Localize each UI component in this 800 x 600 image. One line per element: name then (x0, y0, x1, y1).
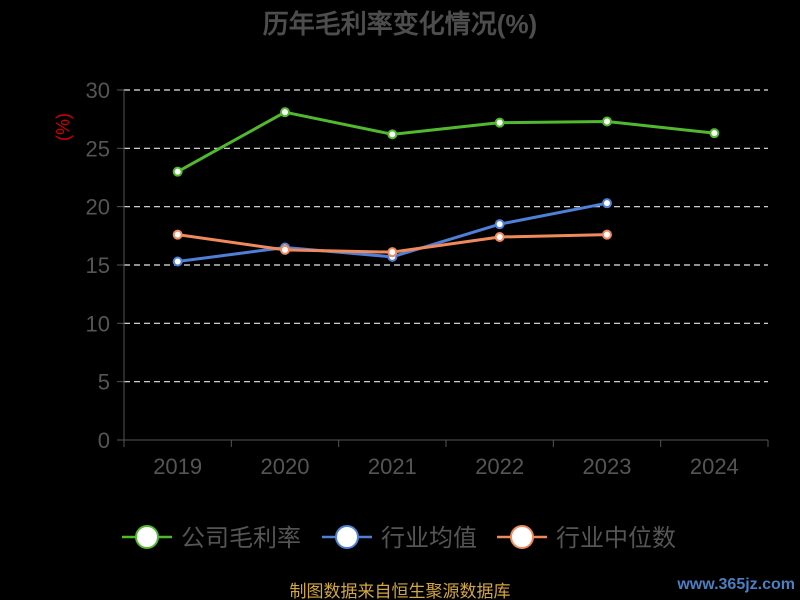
grid-lines (124, 89, 768, 383)
data-point[interactable] (172, 166, 183, 177)
series-3 (172, 229, 612, 258)
legend-marker (335, 525, 359, 549)
data-point[interactable] (709, 128, 720, 139)
axes: 0 5 10 15 20 25 30 2019 2020 2021 2022 2023 2024 (86, 78, 769, 479)
y-tick-label: 20 (86, 195, 110, 220)
legend-marker (510, 525, 534, 549)
y-tick-label: 30 (86, 78, 110, 103)
site-watermark: www.365jz.com (676, 576, 795, 593)
legend-item[interactable]: 公司毛利率 (122, 525, 301, 552)
data-point[interactable] (602, 116, 612, 127)
y-tick-label: 5 (98, 370, 110, 395)
data-point[interactable] (602, 229, 612, 240)
legend-label: 公司毛利率 (181, 525, 301, 552)
data-point[interactable] (494, 232, 505, 242)
y-tick-label: 25 (86, 136, 110, 161)
x-tick-label: 2023 (583, 454, 632, 479)
legend: 公司毛利率 行业均值 行业中位数 (122, 525, 676, 552)
data-point[interactable] (494, 219, 505, 230)
data-source-note: 制图数据来自恒生聚源数据库 (290, 582, 511, 600)
series-1 (172, 107, 720, 177)
legend-item[interactable]: 行业均值 (322, 525, 477, 552)
x-tick-label: 2019 (153, 454, 202, 479)
y-tick-label: 15 (86, 253, 110, 278)
x-tick-label: 2022 (475, 454, 524, 479)
series-layer (172, 107, 720, 267)
y-axis-label: (%) (53, 113, 73, 141)
data-point[interactable] (172, 256, 183, 267)
legend-label: 行业中位数 (556, 525, 676, 552)
x-tick-label: 2024 (690, 454, 739, 479)
data-point[interactable] (280, 244, 290, 255)
data-point[interactable] (172, 229, 183, 240)
legend-label: 行业均值 (381, 525, 477, 552)
x-tick-label: 2021 (368, 454, 417, 479)
y-tick-label: 10 (86, 311, 110, 336)
data-point[interactable] (387, 129, 398, 140)
data-point[interactable] (602, 198, 612, 209)
chart-title: 历年毛利率变化情况(%) (263, 9, 537, 39)
data-point[interactable] (494, 117, 505, 128)
data-point[interactable] (387, 247, 398, 258)
y-tick-label: 0 (98, 428, 110, 453)
data-point[interactable] (280, 107, 290, 118)
x-tick-label: 2020 (261, 454, 310, 479)
legend-marker (135, 525, 159, 549)
series-line (176, 110, 715, 173)
legend-item[interactable]: 行业中位数 (497, 525, 676, 552)
